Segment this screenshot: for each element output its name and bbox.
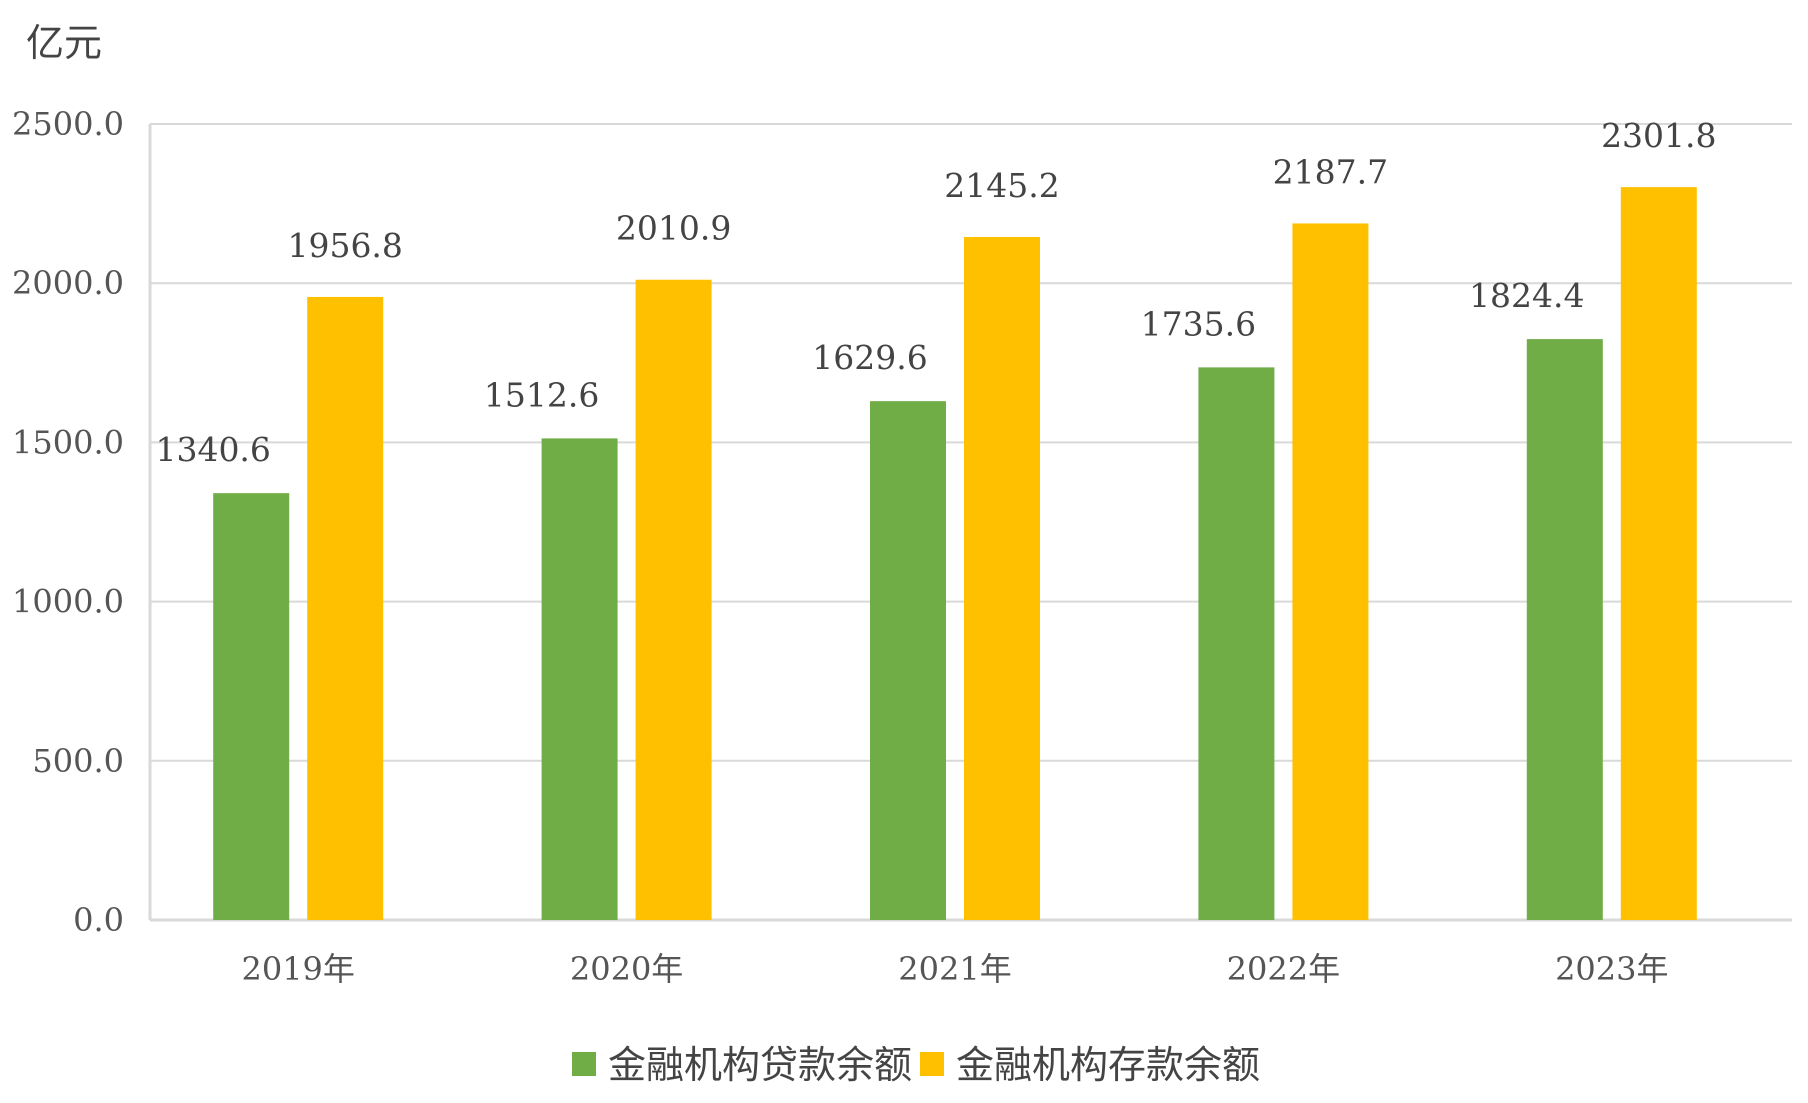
y-tick-label: 1000.0 bbox=[12, 583, 124, 621]
data-label: 2301.8 bbox=[1601, 116, 1716, 155]
x-tick-label: 2022年 bbox=[1227, 950, 1340, 988]
x-tick-label: 2021年 bbox=[898, 950, 1011, 988]
data-label: 1824.4 bbox=[1469, 276, 1584, 315]
data-label: 1629.6 bbox=[812, 338, 927, 377]
bar-deposits bbox=[964, 236, 1040, 920]
x-tick-label: 2023年 bbox=[1555, 950, 1668, 988]
data-label: 1512.6 bbox=[484, 375, 599, 414]
data-label: 1956.8 bbox=[287, 226, 402, 265]
y-tick-label: 0.0 bbox=[73, 901, 124, 939]
bar-loans bbox=[213, 493, 290, 920]
y-tick-label: 2500.0 bbox=[12, 105, 124, 143]
legend-swatch bbox=[572, 1052, 596, 1076]
legend: 金融机构贷款余额 金融机构存款余额 bbox=[572, 1043, 1260, 1087]
bar-deposits bbox=[635, 279, 712, 920]
legend-swatch bbox=[920, 1052, 944, 1076]
data-label: 2010.9 bbox=[616, 209, 731, 248]
bar-loans bbox=[1198, 367, 1275, 920]
bar-loans bbox=[870, 401, 946, 920]
legend-label: 金融机构存款余额 bbox=[956, 1043, 1260, 1087]
data-label: 1735.6 bbox=[1141, 304, 1256, 343]
bars bbox=[213, 187, 1697, 920]
bar-deposits bbox=[1620, 187, 1697, 920]
data-label: 2145.2 bbox=[944, 166, 1059, 205]
data-label: 2187.7 bbox=[1273, 152, 1388, 191]
bar-loans bbox=[1526, 339, 1603, 920]
bar-deposits bbox=[307, 296, 384, 920]
x-tick-label: 2019年 bbox=[241, 950, 354, 988]
legend-label: 金融机构贷款余额 bbox=[608, 1043, 912, 1087]
data-labels: 1340.6 1956.8 1512.6 2010.9 1629.6 2145.2 1735… bbox=[155, 116, 1716, 469]
y-tick-label: 1500.0 bbox=[12, 423, 124, 461]
bar-deposits bbox=[1292, 223, 1369, 920]
y-tick-label: 2000.0 bbox=[12, 264, 124, 302]
bar-loans bbox=[541, 438, 618, 920]
y-axis-unit-label: 亿元 bbox=[26, 21, 102, 65]
data-label: 1340.6 bbox=[155, 430, 270, 469]
y-tick-label: 500.0 bbox=[32, 742, 124, 780]
x-tick-label: 2020年 bbox=[570, 950, 683, 988]
